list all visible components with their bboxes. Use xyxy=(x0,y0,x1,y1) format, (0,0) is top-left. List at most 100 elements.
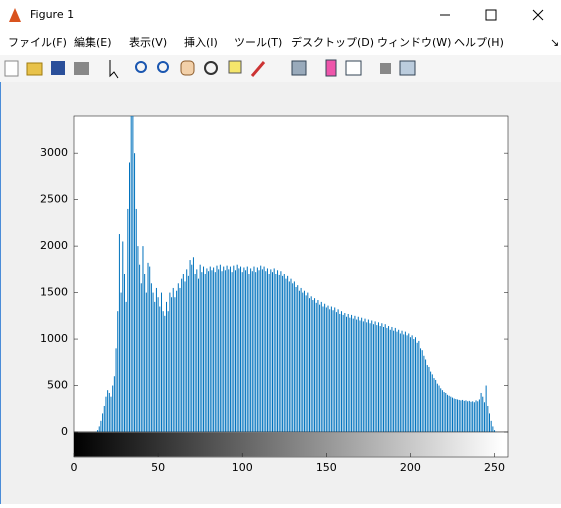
bar xyxy=(164,316,165,432)
bar xyxy=(398,330,399,432)
bar xyxy=(353,319,354,432)
bar xyxy=(272,272,273,432)
bar xyxy=(248,274,249,432)
bar xyxy=(462,400,463,432)
menu-item[interactable]: ウィンドウ(W) xyxy=(377,36,451,49)
colorbar xyxy=(74,433,503,457)
bar xyxy=(173,288,174,432)
bar xyxy=(427,365,428,432)
menu-item[interactable]: デスクトップ(D) xyxy=(291,35,374,49)
menu-item[interactable]: 挿入(I) xyxy=(184,35,218,49)
bar xyxy=(331,307,332,432)
bar xyxy=(437,384,438,432)
bar xyxy=(314,298,315,432)
bar xyxy=(297,285,298,432)
bar xyxy=(454,399,455,432)
bar xyxy=(487,406,488,432)
bar xyxy=(430,372,431,432)
bar xyxy=(284,274,285,432)
bar xyxy=(141,283,142,432)
bar xyxy=(174,297,175,432)
menu-item[interactable]: ファイル(F) xyxy=(8,36,67,49)
bar xyxy=(336,312,337,432)
bar xyxy=(220,265,221,432)
menu-overflow[interactable]: ↘ xyxy=(550,36,559,49)
bar xyxy=(307,293,308,432)
bar xyxy=(277,270,278,432)
bar xyxy=(99,426,100,432)
bar xyxy=(449,396,450,432)
bar xyxy=(198,279,199,432)
bar xyxy=(304,291,305,432)
menu-item[interactable]: 編集(E) xyxy=(74,35,112,49)
bar xyxy=(119,234,120,432)
bar xyxy=(428,367,429,432)
x-tick-label: 250 xyxy=(484,461,505,474)
y-tick-label: 2500 xyxy=(40,193,68,206)
bar xyxy=(440,388,441,432)
bar xyxy=(292,283,293,432)
bar xyxy=(312,300,313,432)
bar xyxy=(396,332,397,432)
bar xyxy=(206,268,207,432)
bar xyxy=(186,269,187,432)
bar xyxy=(319,305,320,432)
bar xyxy=(142,246,143,432)
bar xyxy=(151,283,152,432)
bar xyxy=(216,266,217,432)
menu-item[interactable]: 表示(V) xyxy=(129,35,167,49)
bar xyxy=(179,288,180,432)
bar xyxy=(358,317,359,432)
bar xyxy=(407,335,408,432)
bar xyxy=(274,268,275,432)
bar xyxy=(260,266,261,432)
bar xyxy=(489,413,490,432)
y-tick-label: 500 xyxy=(47,379,68,392)
bar xyxy=(359,320,360,432)
bar xyxy=(185,281,186,432)
bar xyxy=(328,306,329,432)
bar xyxy=(242,272,243,432)
bar xyxy=(257,267,258,432)
bar xyxy=(122,241,123,432)
bar xyxy=(460,400,461,432)
bar xyxy=(289,281,290,432)
bar xyxy=(459,400,460,432)
bar xyxy=(316,303,317,432)
bar xyxy=(158,297,159,432)
bar xyxy=(309,298,310,432)
bar xyxy=(134,153,135,432)
bar xyxy=(366,322,367,432)
bar xyxy=(223,267,224,432)
bar xyxy=(403,334,404,432)
bar xyxy=(439,386,440,432)
bar xyxy=(423,356,424,432)
bar xyxy=(116,348,117,432)
bar xyxy=(233,266,234,432)
bar xyxy=(361,318,362,432)
bar xyxy=(210,267,211,432)
bar xyxy=(418,341,419,432)
bar xyxy=(346,317,347,432)
bar xyxy=(317,300,318,432)
menu-item[interactable]: ツール(T) xyxy=(234,36,282,49)
bar xyxy=(351,315,352,432)
bar xyxy=(311,296,312,432)
menu-item[interactable]: ヘルプ(H) xyxy=(454,36,504,49)
bar xyxy=(190,260,191,432)
x-tick-label: 150 xyxy=(316,461,337,474)
bar xyxy=(146,293,147,432)
bar xyxy=(137,246,138,432)
bar xyxy=(486,386,487,432)
bar xyxy=(474,402,475,432)
bar xyxy=(470,402,471,432)
bar xyxy=(121,293,122,432)
bar xyxy=(435,380,436,432)
bar xyxy=(375,321,376,432)
bar xyxy=(420,348,421,432)
bar xyxy=(282,276,283,432)
bar xyxy=(232,272,233,432)
bar xyxy=(163,311,164,432)
bar xyxy=(215,272,216,432)
bar xyxy=(381,323,382,432)
